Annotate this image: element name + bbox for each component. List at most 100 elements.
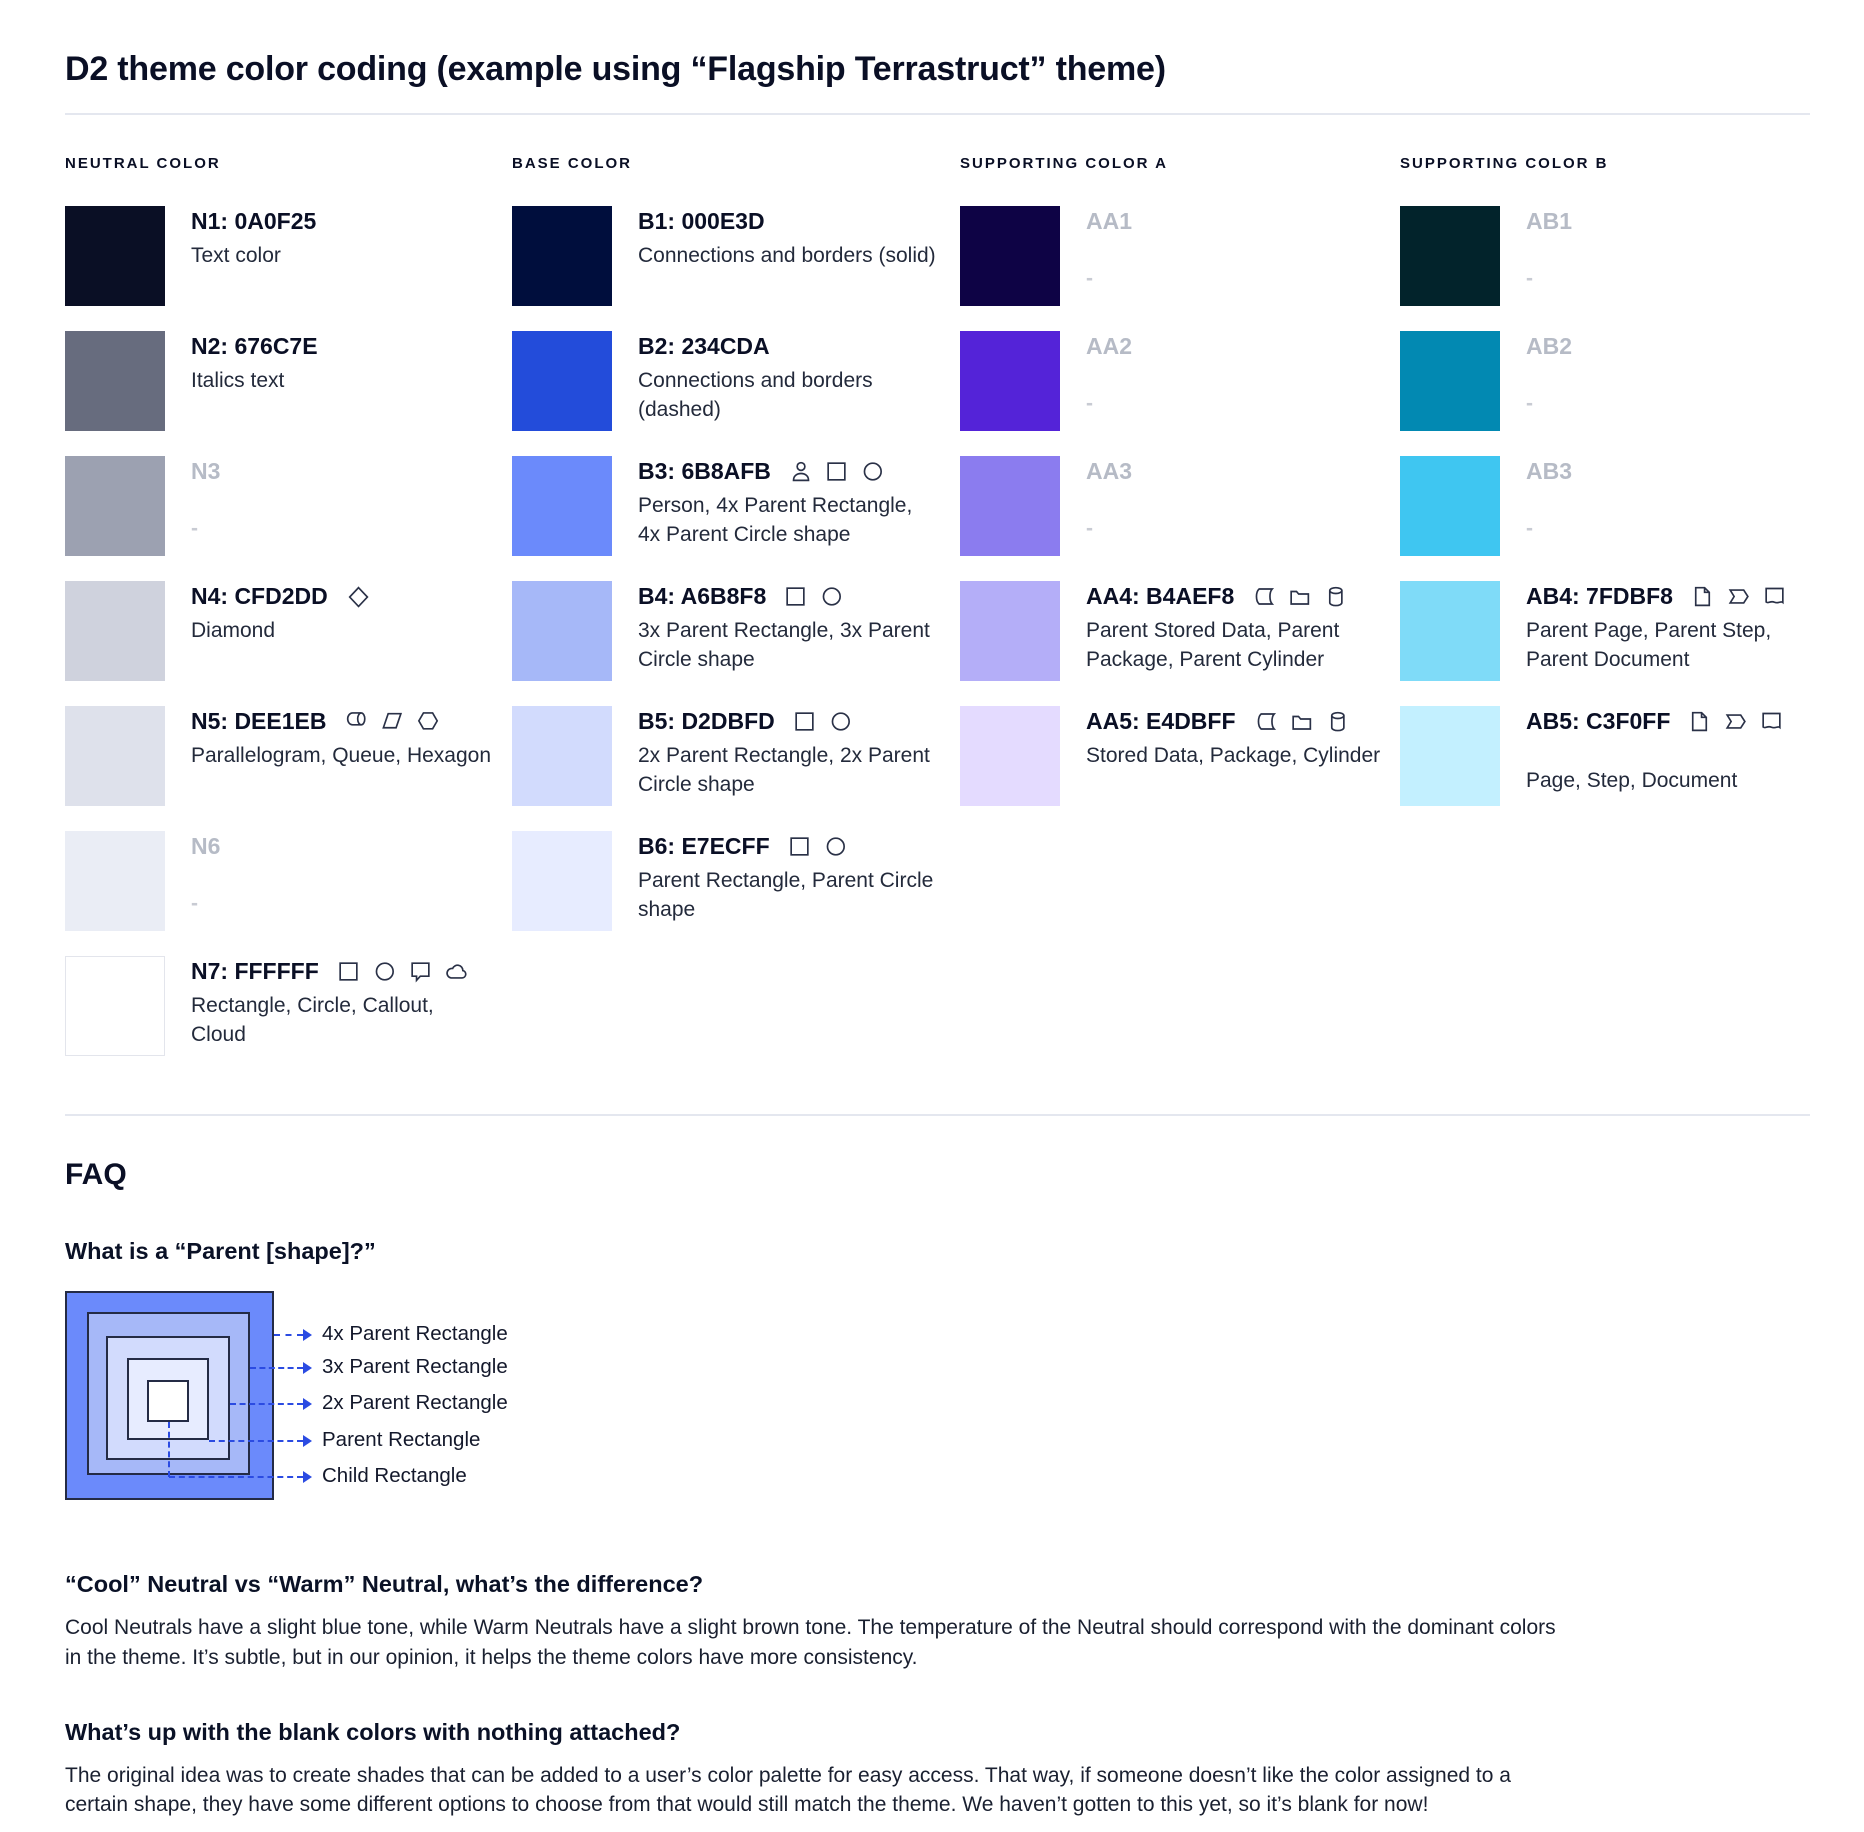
column-rows: B1: 000E3D Connections and borders (solid… bbox=[512, 206, 960, 931]
step-icon bbox=[1726, 714, 1747, 729]
shape-icons bbox=[1689, 584, 1788, 609]
color-row-text: AA2 - bbox=[1086, 331, 1132, 431]
shape-icons bbox=[782, 584, 845, 609]
color-row: N1: 0A0F25 Text color bbox=[65, 206, 512, 306]
arrow-right-icon bbox=[303, 1471, 312, 1483]
color-label: AB2 bbox=[1526, 333, 1573, 359]
color-row: B3: 6B8AFB Person, 4x Parent Rectangle, 4… bbox=[512, 456, 960, 556]
color-row-text: B5: D2DBFD 2x Parent Rectangle, 2x Parent… bbox=[638, 706, 938, 806]
column-header: BASE COLOR bbox=[512, 155, 633, 172]
color-row-text: AB5: C3F0FF Page, Step, Document bbox=[1526, 706, 1785, 806]
shape-icons bbox=[787, 459, 886, 484]
color-label: N2: 676C7E bbox=[191, 333, 318, 359]
color-description: - bbox=[1086, 392, 1093, 415]
person-icon bbox=[792, 461, 810, 482]
color-row: AA5: E4DBFF Stored Data, Package, Cylinde… bbox=[960, 706, 1400, 806]
color-description: Text color bbox=[191, 244, 281, 267]
color-description: Italics text bbox=[191, 369, 285, 392]
diagram-label: Child Rectangle bbox=[322, 1464, 467, 1487]
color-row-text: AA4: B4AEF8 Parent Stored Data, Parent Pa… bbox=[1086, 581, 1386, 681]
color-row: AA4: B4AEF8 Parent Stored Data, Parent Pa… bbox=[960, 581, 1400, 681]
color-description: - bbox=[1086, 517, 1093, 540]
diagram-connector-line bbox=[169, 1476, 303, 1478]
parallelogram-icon bbox=[382, 712, 403, 729]
color-row: N6 - bbox=[65, 831, 512, 931]
color-row: N7: FFFFFF Rectangle, Circle, Callout, Cl… bbox=[65, 956, 512, 1056]
page-icon bbox=[1692, 711, 1708, 732]
rectangle-icon bbox=[789, 837, 809, 856]
color-description: Page, Step, Document bbox=[1526, 769, 1738, 792]
color-description: Connections and borders (dashed) bbox=[638, 369, 873, 421]
color-row: B6: E7ECFF Parent Rectangle, Parent Circl… bbox=[512, 831, 960, 931]
cylinder-icon bbox=[1329, 586, 1343, 607]
color-swatch bbox=[65, 581, 165, 681]
color-label: AB3 bbox=[1526, 458, 1573, 484]
color-swatch bbox=[512, 581, 612, 681]
color-swatch bbox=[960, 456, 1060, 556]
color-label-line: B3: 6B8AFB bbox=[638, 458, 938, 485]
column-header: SUPPORTING COLOR B bbox=[1400, 155, 1609, 172]
color-swatch bbox=[512, 456, 612, 556]
color-row-text: AB3 - bbox=[1526, 456, 1572, 556]
package-icon bbox=[1291, 715, 1311, 730]
shape-icons bbox=[342, 709, 441, 734]
color-label: B6: E7ECFF bbox=[638, 833, 770, 859]
color-label-line: AB1 bbox=[1526, 208, 1572, 235]
document-icon bbox=[1765, 587, 1784, 605]
circle-icon bbox=[375, 962, 394, 981]
arrow-right-icon bbox=[303, 1435, 312, 1447]
color-row: B2: 234CDA Connections and borders (dashe… bbox=[512, 331, 960, 431]
arrow-right-icon bbox=[303, 1398, 312, 1410]
color-swatch bbox=[1400, 206, 1500, 306]
color-swatch bbox=[960, 206, 1060, 306]
color-row-text: N2: 676C7E Italics text bbox=[191, 331, 318, 431]
color-label: N4: CFD2DD bbox=[191, 583, 328, 609]
color-row-text: B4: A6B8F8 3x Parent Rectangle, 3x Parent… bbox=[638, 581, 938, 681]
color-description: Stored Data, Package, Cylinder bbox=[1086, 744, 1381, 767]
column-rows: AB1 - AB2 - AB3 - AB4: 7FDBF8 Parent Page, Pare… bbox=[1400, 206, 1800, 806]
color-row: B4: A6B8F8 3x Parent Rectangle, 3x Parent… bbox=[512, 581, 960, 681]
color-row-text: AB2 - bbox=[1526, 331, 1572, 431]
color-row: AB3 - bbox=[1400, 456, 1800, 556]
color-row-text: B2: 234CDA Connections and borders (dashe… bbox=[638, 331, 938, 431]
color-swatch bbox=[1400, 706, 1500, 806]
color-row-text: AB1 - bbox=[1526, 206, 1572, 306]
color-description: 3x Parent Rectangle, 3x Parent Circle sh… bbox=[638, 619, 930, 671]
column-rows: N1: 0A0F25 Text color N2: 676C7E Italics te… bbox=[65, 206, 512, 1056]
color-row-text: N4: CFD2DD Diamond bbox=[191, 581, 371, 681]
faq-answer-cool-warm: Cool Neutrals have a slight blue tone, w… bbox=[65, 1616, 1556, 1669]
palette-column: SUPPORTING COLOR A AA1 - AA2 - AA3 - AA4: B4AEF… bbox=[960, 155, 1400, 1081]
color-label: AB1 bbox=[1526, 208, 1573, 234]
color-description: Connections and borders (solid) bbox=[638, 244, 936, 267]
color-swatch bbox=[65, 331, 165, 431]
color-label-line: AB2 bbox=[1526, 333, 1572, 360]
color-swatch bbox=[512, 831, 612, 931]
color-swatch bbox=[65, 706, 165, 806]
shape-icons bbox=[791, 709, 854, 734]
stored-data-icon bbox=[1255, 588, 1275, 605]
color-label: B4: A6B8F8 bbox=[638, 583, 767, 609]
faq-question-blank-colors: What’s up with the blank colors with not… bbox=[65, 1718, 681, 1745]
color-label-line: B1: 000E3D bbox=[638, 208, 936, 235]
color-row-text: B1: 000E3D Connections and borders (solid… bbox=[638, 206, 936, 306]
color-label: AA3 bbox=[1086, 458, 1133, 484]
color-label: N3 bbox=[191, 458, 221, 484]
color-label-line: AB3 bbox=[1526, 458, 1572, 485]
diamond-icon bbox=[348, 586, 369, 608]
palette-column: BASE COLOR B1: 000E3D Connections and bord… bbox=[512, 155, 960, 1081]
callout-icon bbox=[411, 962, 430, 983]
color-row-text: N7: FFFFFF Rectangle, Circle, Callout, Cl… bbox=[191, 956, 491, 1056]
shape-icons bbox=[1252, 709, 1351, 734]
color-description: Parent Page, Parent Step, Parent Documen… bbox=[1526, 619, 1772, 671]
color-description: Parent Stored Data, Parent Package, Pare… bbox=[1086, 619, 1340, 671]
diagram-label: 4x Parent Rectangle bbox=[322, 1322, 508, 1345]
diagram-rectangle bbox=[147, 1380, 189, 1422]
palette-columns: NEUTRAL COLOR N1: 0A0F25 Text color N2: 676… bbox=[65, 155, 1810, 1081]
package-icon bbox=[1290, 590, 1310, 605]
color-row-text: N5: DEE1EB Parallelogram, Queue, Hexagon bbox=[191, 706, 491, 806]
color-swatch bbox=[512, 206, 612, 306]
document-icon bbox=[1762, 712, 1782, 730]
color-description: Rectangle, Circle, Callout, Cloud bbox=[191, 994, 434, 1046]
color-swatch bbox=[65, 456, 165, 556]
arrow-right-icon bbox=[303, 1362, 312, 1374]
